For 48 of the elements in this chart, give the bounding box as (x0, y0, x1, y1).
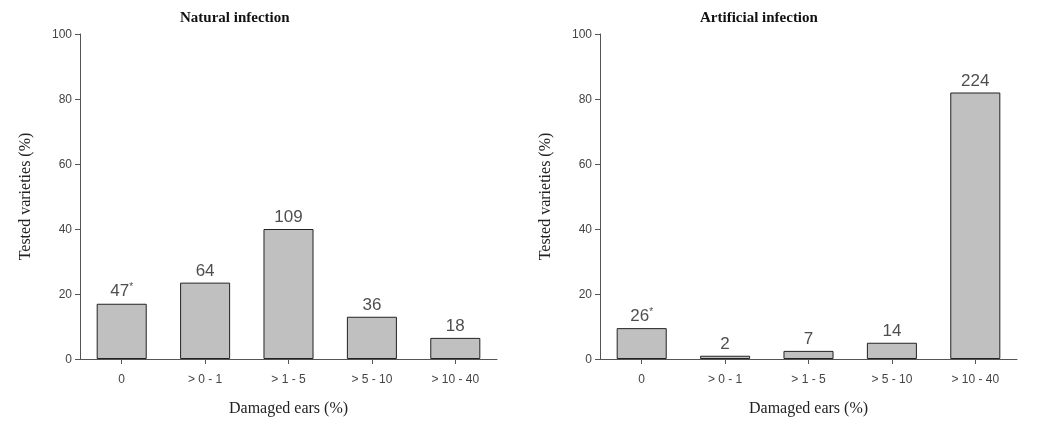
x-tick-label: > 10 - 40 (431, 372, 480, 386)
y-tick-label: 20 (578, 287, 593, 301)
annotation: 7 (803, 328, 814, 348)
x-tick-label: > 1 - 5 (271, 372, 306, 386)
x-axis-title: Damaged ears (%) (748, 398, 869, 417)
annotation: 64 (195, 260, 215, 280)
annotation: 109 (274, 207, 303, 226)
annotation: 26* (630, 305, 654, 325)
y-tick-label: 20 (58, 287, 73, 301)
x-tick-label: > 1 - 5 (791, 372, 826, 386)
y-tick-label: 60 (578, 157, 593, 171)
y-tick-label: 40 (58, 222, 73, 236)
x-tick-label: > 5 - 10 (351, 372, 393, 386)
y-tick-label: 40 (578, 222, 593, 236)
y-tick-label: 0 (585, 352, 593, 366)
y-tick-label: 100 (51, 27, 73, 41)
y-tick-label: 80 (578, 92, 593, 106)
bar (783, 350, 834, 359)
y-tick-label: 0 (65, 352, 73, 366)
y-axis-title: Tested varieties (%) (15, 132, 34, 261)
y-tick-label: 100 (571, 27, 593, 41)
bar (180, 282, 231, 359)
y-tick-label: 60 (58, 157, 73, 171)
chart-title: Artificial infection (700, 8, 819, 25)
y-tick-label: 80 (58, 92, 73, 106)
annotation: 47* (110, 281, 134, 301)
annotation: 2 (720, 333, 730, 353)
bar (616, 328, 667, 359)
x-tick-label: > 5 - 10 (871, 372, 913, 386)
annotation: 18 (445, 315, 465, 335)
bar (700, 355, 751, 359)
bar (866, 342, 917, 359)
bar (263, 229, 314, 359)
bar (430, 337, 481, 359)
x-tick-label: > 0 - 1 (707, 372, 743, 386)
annotation: 224 (961, 70, 990, 90)
x-tick-label: 0 (118, 372, 126, 386)
chart-title: Natural infection (180, 8, 291, 25)
bar (96, 303, 147, 359)
y-axis-title: Tested varieties (%) (535, 132, 554, 261)
annotation: 36 (362, 294, 382, 314)
bar (346, 316, 397, 359)
bar (950, 92, 1001, 359)
x-axis-title: Damaged ears (%) (228, 398, 349, 417)
x-tick-label: > 0 - 1 (187, 372, 223, 386)
x-tick-label: > 10 - 40 (951, 372, 1000, 386)
x-tick-label: 0 (638, 372, 646, 386)
annotation: 14 (882, 320, 902, 340)
